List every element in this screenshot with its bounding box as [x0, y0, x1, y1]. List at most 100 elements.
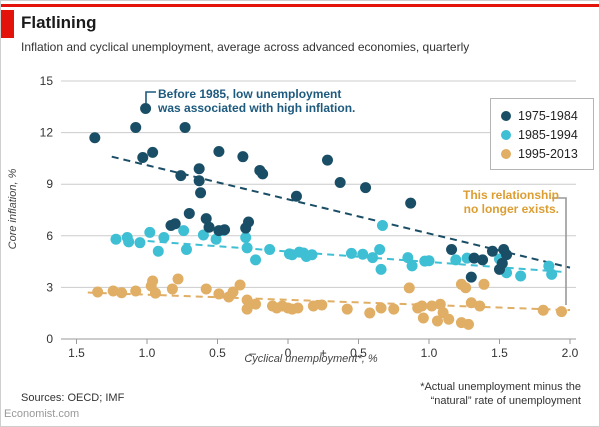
- point-1975-1984: [200, 213, 212, 225]
- point-1975-1984: [468, 252, 480, 264]
- point-1985-1994: [197, 229, 209, 241]
- point-1995-2013: [364, 307, 376, 319]
- point-1975-1984: [137, 152, 149, 164]
- point-1985-1994: [110, 233, 122, 245]
- point-1995-2013: [375, 302, 387, 314]
- footnote-line: *Actual unemployment minus the: [420, 381, 581, 393]
- point-1985-1994: [546, 268, 558, 280]
- point-1995-2013: [426, 300, 438, 312]
- point-1985-1994: [240, 232, 252, 244]
- point-1975-1984: [243, 216, 255, 228]
- point-1975-1984: [213, 146, 225, 158]
- point-1995-2013: [465, 297, 477, 309]
- point-1985-1994: [180, 244, 192, 256]
- point-1995-2013: [316, 299, 328, 311]
- point-1975-1984: [219, 224, 231, 236]
- annotation-line: Before 1985, low unemployment: [158, 87, 342, 101]
- top-rule: [1, 4, 599, 7]
- point-1995-2013: [92, 286, 104, 298]
- point-1975-1984: [193, 163, 205, 175]
- point-1975-1984: [477, 254, 489, 266]
- sources-note: Sources: OECD; IMF: [21, 392, 125, 404]
- point-1995-2013: [462, 318, 474, 330]
- point-1995-2013: [149, 287, 161, 299]
- x-tick-label: 0: [285, 346, 292, 360]
- points-group: [89, 103, 568, 330]
- point-1985-1994: [144, 226, 156, 238]
- point-1995-2013: [388, 303, 400, 315]
- point-1985-1994: [367, 252, 379, 264]
- chart-subtitle: Inflation and cyclical unemployment, ave…: [21, 40, 470, 54]
- legend-item-1975-1984: 1975-1984: [501, 106, 589, 125]
- trend-line-1975-1984: [111, 155, 571, 269]
- point-1995-2013: [147, 275, 159, 287]
- point-1975-1984: [179, 121, 191, 133]
- point-1995-2013: [166, 283, 178, 295]
- point-1985-1994: [306, 249, 318, 261]
- footnote: *Actual unemployment minus the “natural”…: [420, 381, 581, 408]
- trend-line-1985-1994: [111, 237, 564, 273]
- point-1985-1994: [376, 219, 388, 231]
- point-1975-1984: [193, 175, 205, 187]
- point-1975-1984: [257, 168, 269, 180]
- point-1975-1984: [175, 170, 187, 182]
- point-1985-1994: [406, 260, 418, 272]
- annotation-line: no longer exists.: [463, 202, 559, 216]
- point-1975-1984: [496, 257, 508, 269]
- x-tick-label: 1.5: [68, 346, 85, 360]
- point-1995-2013: [250, 298, 262, 310]
- y-tick-label: 9: [46, 177, 53, 191]
- point-1995-2013: [172, 273, 184, 285]
- point-1995-2013: [241, 294, 253, 306]
- point-1985-1994: [152, 245, 164, 257]
- x-axis-title: Cyclical unemployment*, %: [244, 353, 378, 365]
- x-tick-label: 2.0: [562, 346, 579, 360]
- point-1985-1994: [123, 236, 135, 248]
- point-1995-2013: [292, 302, 304, 314]
- legend-dot-cyan-icon: [501, 129, 511, 140]
- footnote-line: “natural” rate of unemployment: [430, 394, 581, 407]
- point-1995-2013: [234, 279, 246, 291]
- point-1985-1994: [357, 248, 369, 260]
- point-1995-2013: [130, 285, 142, 297]
- legend-dot-tan-icon: [501, 148, 511, 159]
- axis-labels-group: 0 3 6 9 12 15 1.5 1.0 0.5 – 0 +0.5 1.0 1.5 2.0: [40, 74, 579, 360]
- x-tick-label: –: [249, 346, 256, 360]
- y-tick-label: 15: [40, 74, 54, 88]
- point-1975-1984: [446, 244, 458, 256]
- y-axis-title: Core inflation, %: [7, 168, 19, 250]
- x-tick-label: 1.5: [491, 346, 508, 360]
- point-1995-2013: [416, 300, 428, 312]
- point-1995-2013: [443, 313, 455, 325]
- point-1995-2013: [213, 288, 225, 300]
- point-1985-1994: [423, 255, 435, 267]
- point-1995-2013: [107, 285, 119, 297]
- point-1985-1994: [241, 242, 253, 254]
- point-1985-1994: [134, 237, 146, 249]
- point-1995-2013: [434, 298, 446, 310]
- point-1985-1994: [402, 252, 414, 264]
- point-1975-1984: [195, 187, 207, 199]
- point-1975-1984: [237, 151, 249, 163]
- point-1985-1994: [264, 244, 276, 256]
- point-1975-1984: [486, 245, 498, 257]
- point-1975-1984: [169, 218, 181, 230]
- point-1975-1984: [203, 221, 215, 233]
- point-1975-1984: [140, 103, 152, 115]
- point-1995-2013: [307, 300, 319, 312]
- x-tick-label: 0.5: [350, 346, 367, 360]
- point-1995-2013: [478, 278, 490, 290]
- economist-com-credit: Economist.com: [4, 408, 80, 420]
- y-tick-label: 3: [46, 280, 53, 294]
- point-1995-2013: [200, 283, 212, 295]
- y-tick-label: 12: [40, 126, 54, 140]
- x-tick-label: +: [320, 346, 327, 360]
- x-tick-label: 1.0: [421, 346, 438, 360]
- red-tab: [1, 10, 14, 38]
- point-1995-2013: [460, 282, 472, 294]
- annotation-no-longer-exists: This relationship no longer exists.: [441, 188, 559, 216]
- legend-item-1985-1994: 1985-1994: [501, 125, 589, 144]
- annotation-bracket-no-longer: [552, 197, 567, 305]
